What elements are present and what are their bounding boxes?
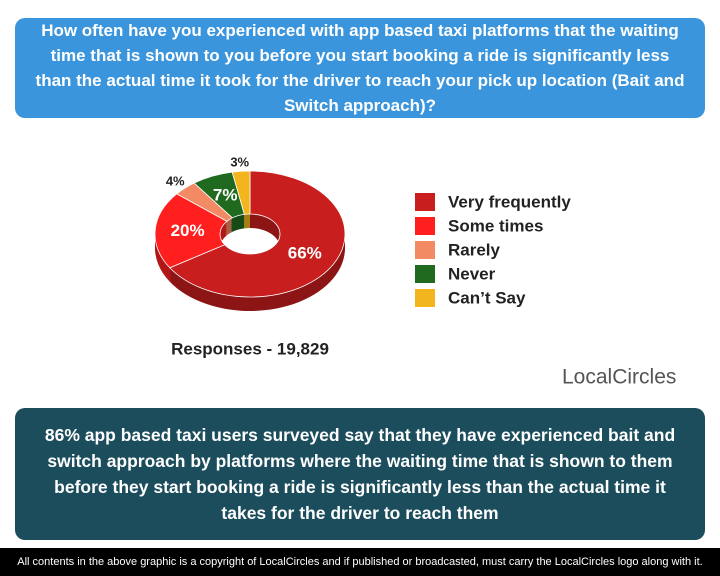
legend-label: Never <box>448 264 496 283</box>
legend-swatch <box>415 217 435 235</box>
slice <box>231 170 251 215</box>
footer-text: All contents in the above graphic is a c… <box>17 556 703 568</box>
legend-label: Some times <box>448 216 543 235</box>
legend-swatch <box>415 193 435 211</box>
legend-label: Very frequently <box>448 192 571 211</box>
question-box: How often have you experienced with app … <box>15 18 705 118</box>
question: How often have you experienced with app … <box>35 21 685 115</box>
legend-label: Rarely <box>448 240 501 259</box>
data-label: 3% <box>230 155 249 170</box>
data-label: 7% <box>213 185 238 204</box>
logo: LocalCircles <box>562 366 676 389</box>
legend-swatch <box>415 289 435 307</box>
chart: Responses - 19,829 LocalCircles 66% 20% 4%… <box>154 155 676 389</box>
data-label: 66% <box>288 243 322 262</box>
data-label: 20% <box>171 221 205 240</box>
legend-swatch <box>415 241 435 259</box>
slice <box>169 170 346 298</box>
summary-box: 86% app based taxi users surveyed say th… <box>15 408 705 540</box>
legend-label: Can’t Say <box>448 288 526 307</box>
summary: 86% app based taxi users surveyed say th… <box>44 425 676 523</box>
responses: Responses - 19,829 <box>171 339 329 358</box>
footer: All contents in the above graphic is a c… <box>0 548 720 576</box>
slice <box>154 193 228 269</box>
legend-swatch <box>415 265 435 283</box>
data-label: 4% <box>166 174 185 189</box>
